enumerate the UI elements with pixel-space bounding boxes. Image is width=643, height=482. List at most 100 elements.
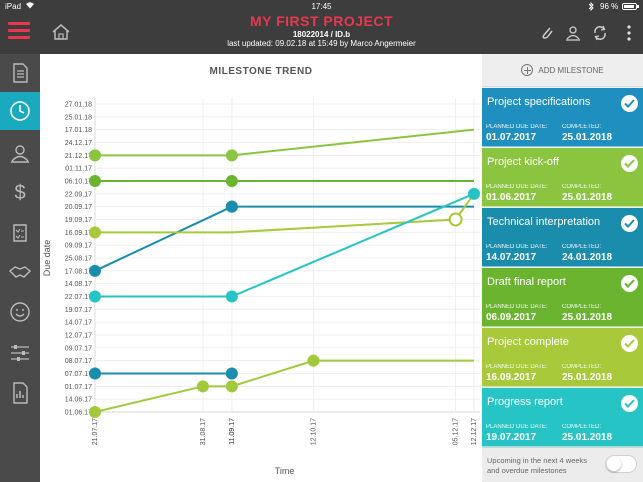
planned-due-date-label: PLANNED DUE DATE: xyxy=(486,424,548,430)
completed-label: COMPLETED: xyxy=(562,364,602,370)
y-tick-label: 20.09.17 xyxy=(65,204,92,211)
completed-date-value: 25.01.2018 xyxy=(562,432,613,443)
sync-icon[interactable] xyxy=(591,24,609,42)
status-bar: iPad 17:45 96 % xyxy=(0,0,643,13)
milestone-card[interactable]: Project specifications PLANNED DUE DATE: C… xyxy=(482,88,643,147)
y-tick-label: 24.12.17 xyxy=(65,140,92,147)
project-title: MY FIRST PROJECT xyxy=(249,13,394,29)
completed-label: COMPLETED: xyxy=(562,304,602,310)
sidebar-item-reports[interactable] xyxy=(0,374,40,412)
dollar-icon: $ xyxy=(14,181,26,204)
y-axis-title: Due date xyxy=(42,240,52,277)
planned-due-date-label: PLANNED DUE DATE: xyxy=(486,244,548,250)
milestone-name: Project kick-off xyxy=(487,156,559,168)
series-line xyxy=(95,193,475,234)
check-icon[interactable] xyxy=(621,275,638,292)
x-tick-label: 11.09.17 xyxy=(229,418,236,445)
planned-due-date-value: 01.07.2017 xyxy=(486,132,537,143)
planned-due-date-value: 06.09.2017 xyxy=(486,312,537,323)
attachment-icon[interactable] xyxy=(538,24,556,42)
data-point xyxy=(89,290,101,303)
sidebar-item-milestones[interactable] xyxy=(0,92,40,130)
sidebar-nav: $ xyxy=(0,54,40,482)
data-point xyxy=(225,149,238,162)
series-line xyxy=(94,205,474,272)
data-point xyxy=(225,380,238,393)
y-tick-label: 01.11.17 xyxy=(65,166,92,173)
planned-due-date-label: PLANNED DUE DATE: xyxy=(486,124,548,130)
planned-due-date-value: 16.09.2017 xyxy=(486,372,537,383)
sliders-icon xyxy=(11,345,29,361)
y-tick-label: 01.06.17 xyxy=(65,410,92,417)
milestone-card[interactable]: Project kick-off PLANNED DUE DATE: COMPLET… xyxy=(482,148,643,207)
data-point xyxy=(225,200,238,213)
clock-label: 17:45 xyxy=(311,2,332,11)
sidebar-item-feedback[interactable] xyxy=(0,293,40,331)
data-point xyxy=(89,264,101,277)
chart-area xyxy=(40,54,482,482)
more-options-icon[interactable] xyxy=(620,24,638,42)
y-tick-label: 14.08.17 xyxy=(65,281,92,288)
wifi-icon xyxy=(25,1,35,11)
y-tick-label: 16.09.17 xyxy=(65,230,92,237)
x-axis-title: Time xyxy=(275,466,295,476)
upcoming-filter-toggle[interactable] xyxy=(605,455,637,473)
checklist-icon xyxy=(13,224,27,242)
team-icon xyxy=(11,145,29,163)
milestone-card[interactable]: Draft final report PLANNED DUE DATE: COMPL… xyxy=(482,268,643,327)
completed-label: COMPLETED: xyxy=(562,244,602,250)
carrier-label: iPad xyxy=(5,2,22,11)
planned-due-date-value: 01.06.2017 xyxy=(486,192,537,203)
check-icon[interactable] xyxy=(621,395,638,412)
add-milestone-label: ADD MILESTONE xyxy=(538,65,604,75)
home-icon[interactable] xyxy=(50,22,72,42)
x-tick-label: 21.07.17 xyxy=(92,418,99,445)
data-point xyxy=(225,175,238,187)
x-tick-label: 31.08.17 xyxy=(200,418,207,445)
planned-due-date-value: 19.07.2017 xyxy=(486,432,537,443)
check-icon[interactable] xyxy=(621,95,638,112)
add-milestone-button[interactable]: ADD MILESTONE xyxy=(482,54,643,87)
y-tick-label: 07.07.17 xyxy=(65,371,92,378)
y-tick-label: 01.07.17 xyxy=(65,384,92,391)
y-tick-label: 12.07.17 xyxy=(65,333,92,340)
check-icon[interactable] xyxy=(621,335,638,352)
data-point xyxy=(89,226,101,239)
x-tick-label: 12.12.17 xyxy=(471,418,478,445)
planned-due-date-value: 14.07.2017 xyxy=(486,252,537,263)
check-icon[interactable] xyxy=(621,155,638,172)
completed-date-value: 25.01.2018 xyxy=(562,312,613,323)
milestone-card[interactable]: Project complete PLANNED DUE DATE: COMPLET… xyxy=(482,328,643,387)
sidebar-item-contracts[interactable] xyxy=(0,253,40,291)
project-id: 18022014 / ID.b xyxy=(292,30,351,39)
x-tick-label: 05.12.17 xyxy=(453,418,460,445)
milestone-card[interactable]: Technical interpretation PLANNED DUE DATE… xyxy=(482,208,643,267)
team-share-icon[interactable] xyxy=(564,24,582,42)
completed-label: COMPLETED: xyxy=(562,424,602,430)
sidebar-item-budget[interactable]: $ xyxy=(0,174,40,212)
y-tick-label: 09.09.17 xyxy=(65,243,92,250)
sidebar-item-settings[interactable] xyxy=(0,334,40,372)
y-tick-label: 21.12.17 xyxy=(65,153,92,160)
milestone-name: Project complete xyxy=(487,336,569,348)
y-tick-label: 17.01.18 xyxy=(65,127,92,134)
data-point xyxy=(89,367,101,380)
chart-title: MILESTONE TREND xyxy=(209,66,313,77)
battery-percent: 96 % xyxy=(600,2,619,11)
sidebar-item-team[interactable] xyxy=(0,134,40,172)
handshake-icon xyxy=(8,266,32,278)
menu-icon[interactable] xyxy=(8,22,30,40)
plus-circle-icon xyxy=(521,64,534,76)
y-tick-label: 06.10.17 xyxy=(65,179,92,186)
milestone-name: Draft final report xyxy=(487,276,566,288)
check-icon[interactable] xyxy=(621,215,638,232)
y-tick-label: 27.01.18 xyxy=(65,102,92,109)
sidebar-item-tasks[interactable] xyxy=(0,214,40,252)
sidebar-item-documents[interactable] xyxy=(0,54,40,92)
milestone-card[interactable]: Progress report PLANNED DUE DATE: COMPLETE… xyxy=(482,388,643,447)
completed-date-value: 24.01.2018 xyxy=(562,252,613,263)
header-bar: iPad 17:45 96 % MY FIRST PROJECT 1802201… xyxy=(0,0,643,54)
y-tick-label: 14.07.17 xyxy=(65,320,92,327)
milestone-trend-chart: 01.06.17 14.06.17 01.07.17 07.07.17 08.07.17… xyxy=(42,98,480,476)
data-point xyxy=(448,212,463,227)
